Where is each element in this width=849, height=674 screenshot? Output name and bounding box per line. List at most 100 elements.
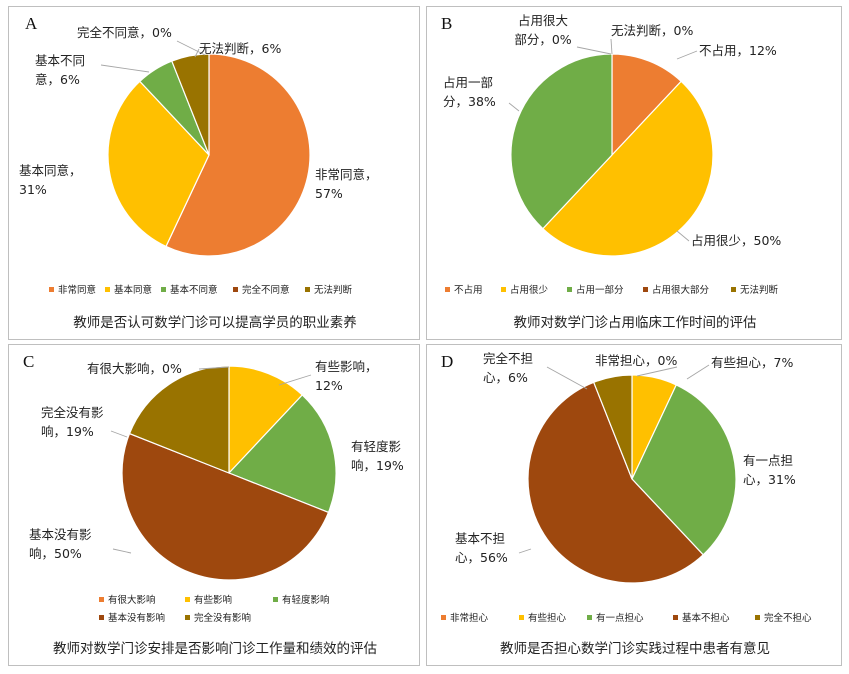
chart-panel-d: D 非常担心，0% 有些担心，7% 有一点担心，31% 基本不担心，56% 完全不担心，6…: [426, 344, 842, 666]
data-label: 无法判断，0%: [611, 23, 693, 38]
legend-swatch: [441, 615, 446, 620]
leader-line: [194, 48, 200, 58]
legend-swatch: [105, 287, 110, 292]
leader-line: [676, 230, 690, 242]
data-label: 占用很少，50%: [691, 233, 781, 248]
data-label-line: 有一点担: [743, 453, 793, 468]
data-label-line: 响，19%: [41, 424, 94, 439]
legend-swatch: [99, 597, 104, 602]
leader-line: [112, 548, 132, 554]
data-label-line: 非常同意，: [315, 167, 378, 182]
legend-swatch: [49, 287, 54, 292]
legend-entry: 完全没有影响: [194, 612, 251, 624]
legend-swatch: [673, 615, 678, 620]
data-label-line: 有很大影响，0%: [87, 361, 182, 376]
data-label-line: 响，50%: [29, 546, 82, 561]
legend-swatch: [161, 287, 166, 292]
leader-line: [508, 102, 520, 112]
chart-caption: 教师对数学门诊占用临床工作时间的评估: [514, 315, 757, 331]
data-label: 完全不同意，0%: [77, 25, 172, 40]
pie-slice: [171, 53, 210, 156]
data-label-line: 57%: [315, 186, 343, 201]
legend-entry: 有一点担心: [596, 612, 644, 624]
leader-line: [676, 50, 698, 60]
data-label-line: 完全没有影: [41, 405, 104, 420]
data-label-line: 意，6%: [35, 72, 80, 87]
legend-entry: 有些影响: [194, 594, 232, 606]
legend-entry: 非常同意: [58, 284, 96, 296]
chart-caption: 教师是否认可数学门诊可以提高学员的职业素养: [73, 314, 357, 331]
legend-entry: 完全不同意: [242, 284, 290, 296]
leader-line: [546, 366, 588, 390]
data-label-line: 心，31%: [743, 472, 796, 487]
legend-entry: 基本没有影响: [108, 612, 165, 624]
pie-slice: [228, 365, 304, 475]
legend-entry: 非常担心: [450, 612, 489, 624]
pie-slice: [510, 53, 613, 230]
legend-entry: 占用很大部分: [652, 284, 710, 296]
data-label-line: 占用很少，50%: [691, 233, 781, 248]
data-label: 有很大影响，0%: [87, 361, 182, 376]
leader-line: [100, 64, 150, 73]
legend-entry: 有很大影响: [108, 594, 156, 606]
leader-line: [176, 40, 206, 56]
data-label: 非常担心，0%: [595, 353, 677, 368]
panel-label: D: [441, 352, 453, 371]
data-label-line: 基本不同: [35, 53, 85, 68]
data-label-line: 占用一部: [443, 75, 493, 90]
panel-label: A: [25, 14, 38, 33]
pie-chart-c: C 有很大影响，0% 有些影响， 12%有轻度影响，19%基本没有影响，50%完全没有…: [23, 352, 404, 657]
legend-swatch: [519, 615, 524, 620]
legend-swatch: [731, 287, 736, 292]
leader-line: [110, 430, 128, 438]
legend-swatch: [587, 615, 592, 620]
chart-panel-b: B 不占用，12% 占用很少，50% 占用一部分，38% 占用很大部分，0% 无法判断，0…: [426, 6, 842, 340]
legend-entry: 占用很少: [510, 284, 549, 296]
data-label-line: 非常担心，0%: [595, 353, 677, 368]
legend-swatch: [567, 287, 572, 292]
legend-entry: 有轻度影响: [282, 594, 330, 606]
legend-swatch: [643, 287, 648, 292]
legend-swatch: [273, 597, 278, 602]
leader-line: [278, 374, 312, 386]
data-label-line: 基本没有影: [29, 527, 92, 542]
pie-slice: [542, 80, 714, 257]
pie-slice: [631, 384, 737, 556]
data-label: 有些影响， 12%: [315, 359, 378, 393]
legend-swatch: [233, 287, 238, 292]
panel-label: C: [23, 352, 34, 371]
legend-entry: 完全不担心: [764, 612, 812, 624]
data-label-line: 12%: [315, 378, 343, 393]
legend-entry: 基本同意: [114, 284, 152, 296]
pie-slice: [592, 374, 633, 480]
data-label: 非常同意， 57%: [315, 167, 378, 201]
pie-chart-b: B 不占用，12% 占用很少，50% 占用一部分，38% 占用很大部分，0% 无法判断，0…: [441, 13, 781, 331]
data-label: 有一点担心，31%: [743, 453, 796, 487]
data-label-line: 无法判断，6%: [199, 41, 281, 56]
chart-panel-a: A 非常同意， 57% 基本同意， 31% 基本不同意，6% 完全不同意，0% 无法判断，6%…: [8, 6, 420, 340]
data-label: 完全不担心，6%: [483, 351, 533, 385]
data-label: 有些担心，7%: [711, 355, 793, 370]
legend-swatch: [445, 287, 450, 292]
legend-swatch: [755, 615, 760, 620]
pie-chart-d: D 非常担心，0% 有些担心，7% 有一点担心，31% 基本不担心，56% 完全不担心，6…: [441, 351, 812, 657]
chart-caption: 教师是否担心数学门诊实践过程中患者有意见: [500, 640, 770, 657]
data-label-line: 基本不担: [455, 531, 505, 546]
data-label-line: 有些影响，: [315, 359, 378, 374]
legend-swatch: [185, 615, 190, 620]
data-label-line: 无法判断，0%: [611, 23, 693, 38]
data-label: 基本不同意，6%: [35, 53, 85, 87]
data-label: 基本没有影响，50%: [29, 527, 92, 561]
legend-entry: 有些担心: [528, 612, 567, 624]
data-label-line: 心，6%: [483, 370, 528, 385]
legend-entry: 无法判断: [740, 284, 779, 296]
data-label-line: 占用很大: [518, 13, 568, 28]
panel-label: B: [441, 14, 452, 33]
leader-line: [610, 38, 613, 55]
data-label-line: 有些担心，7%: [711, 355, 793, 370]
pie-slice: [165, 53, 311, 257]
data-label: 基本不担心，56%: [455, 531, 508, 565]
legend-swatch: [501, 287, 506, 292]
legend-entry: 基本不担心: [682, 612, 730, 624]
legend-swatch: [185, 597, 190, 602]
